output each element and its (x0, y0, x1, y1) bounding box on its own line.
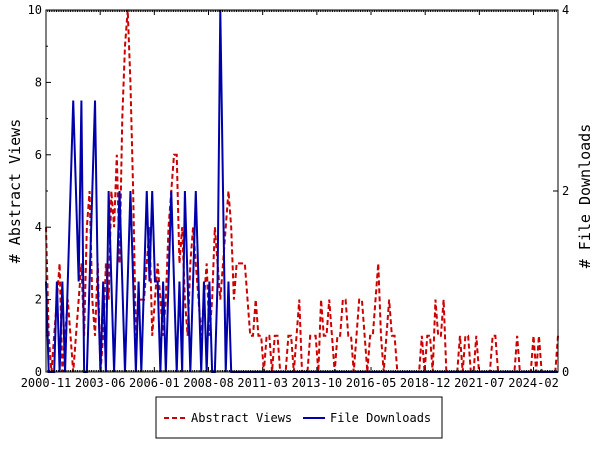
left-axis-title: # Abstract Views (6, 119, 24, 264)
left-y-tick-label: 2 (35, 293, 42, 307)
x-tick-label: 2008-08 (183, 376, 234, 390)
legend-label-abstract-views: Abstract Views (191, 411, 292, 425)
x-tick-label: 2018-12 (400, 376, 451, 390)
left-y-tick-label: 6 (35, 148, 42, 162)
x-tick-label: 2006-01 (129, 376, 180, 390)
right-y-tick-label: 0 (562, 365, 569, 379)
right-y-tick-label: 2 (562, 184, 569, 198)
x-axis: 2000-11 2003-06 2006-01 2008-08 2011-03 2013-… (21, 10, 559, 390)
x-tick-label: 2016-05 (346, 376, 397, 390)
legend-label-file-downloads: File Downloads (330, 411, 431, 425)
x-tick-label: 2000-11 (21, 376, 72, 390)
legend-box (155, 396, 443, 439)
left-y-tick-label: 4 (35, 220, 42, 234)
x-tick-label: 2011-03 (237, 376, 288, 390)
series-line-file-downloads (45, 9, 558, 373)
x-tick-label: 2021-07 (454, 376, 505, 390)
x-tick-label: 2013-10 (292, 376, 343, 390)
series-layer (45, 9, 559, 373)
legend: Abstract Views File Downloads (155, 396, 443, 439)
x-tick-label: 2024-02 (508, 376, 559, 390)
right-y-tick-label: 4 (562, 3, 569, 17)
x-tick-label: 2003-06 (75, 376, 126, 390)
left-y-tick-label: 0 (35, 365, 42, 379)
left-y-tick-label: 8 (35, 75, 42, 89)
right-axis-title: # File Downloads (576, 124, 594, 269)
left-y-tick-label: 10 (28, 3, 42, 17)
right-y-axis: 0 2 4 (553, 3, 569, 379)
left-y-axis: 0 2 4 6 8 10 (28, 3, 51, 379)
